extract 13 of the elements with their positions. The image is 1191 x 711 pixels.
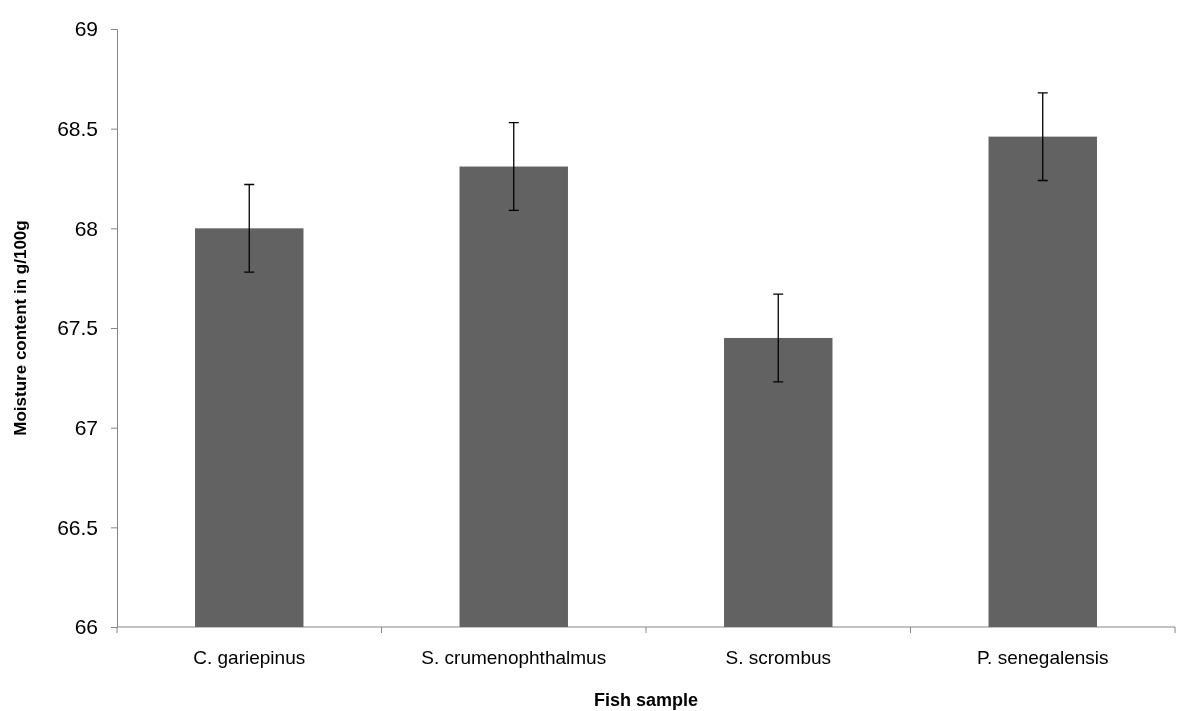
x-tick-label: P. senegalensis bbox=[976, 647, 1109, 668]
x-axis-title: Fish sample bbox=[593, 690, 699, 710]
x-tick-label: S. crumenophthalmus bbox=[421, 647, 607, 668]
y-tick-label: 68.5 bbox=[57, 116, 98, 140]
y-tick-label: 67 bbox=[74, 415, 98, 439]
y-tick-label: 66 bbox=[74, 615, 98, 639]
y-tick-label: 67.5 bbox=[57, 316, 98, 340]
y-axis-title: Moisture content in g/100g bbox=[11, 220, 30, 436]
x-tick-label: C. gariepinus bbox=[193, 647, 306, 668]
y-tick-label: 69 bbox=[74, 17, 98, 41]
y-tick-label: 66.5 bbox=[57, 515, 98, 539]
x-tick-label: S. scrombus bbox=[725, 647, 832, 668]
y-tick-label: 68 bbox=[74, 216, 98, 240]
